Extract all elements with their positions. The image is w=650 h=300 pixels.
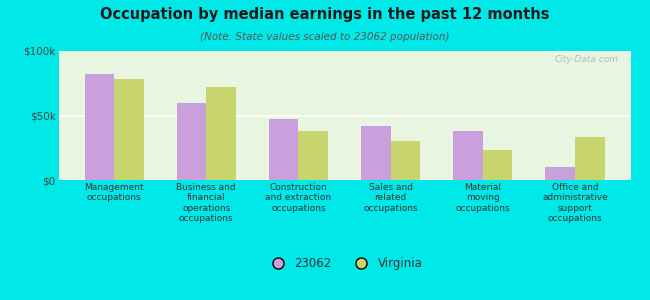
Bar	[206, 87, 236, 180]
Bar	[453, 131, 483, 180]
Bar	[545, 167, 575, 180]
Bar	[114, 80, 144, 180]
Bar	[391, 141, 420, 180]
Bar	[177, 103, 206, 180]
Bar	[361, 126, 391, 180]
Text: Occupation by median earnings in the past 12 months: Occupation by median earnings in the pas…	[100, 8, 550, 22]
Bar	[298, 131, 328, 180]
Bar	[483, 150, 512, 180]
Text: (Note: State values scaled to 23062 population): (Note: State values scaled to 23062 popu…	[200, 32, 450, 41]
Text: City-Data.com: City-Data.com	[555, 55, 619, 64]
Legend: 23062, Virginia: 23062, Virginia	[261, 252, 428, 275]
Bar	[269, 119, 298, 180]
Bar	[575, 137, 604, 180]
Bar	[84, 74, 114, 180]
